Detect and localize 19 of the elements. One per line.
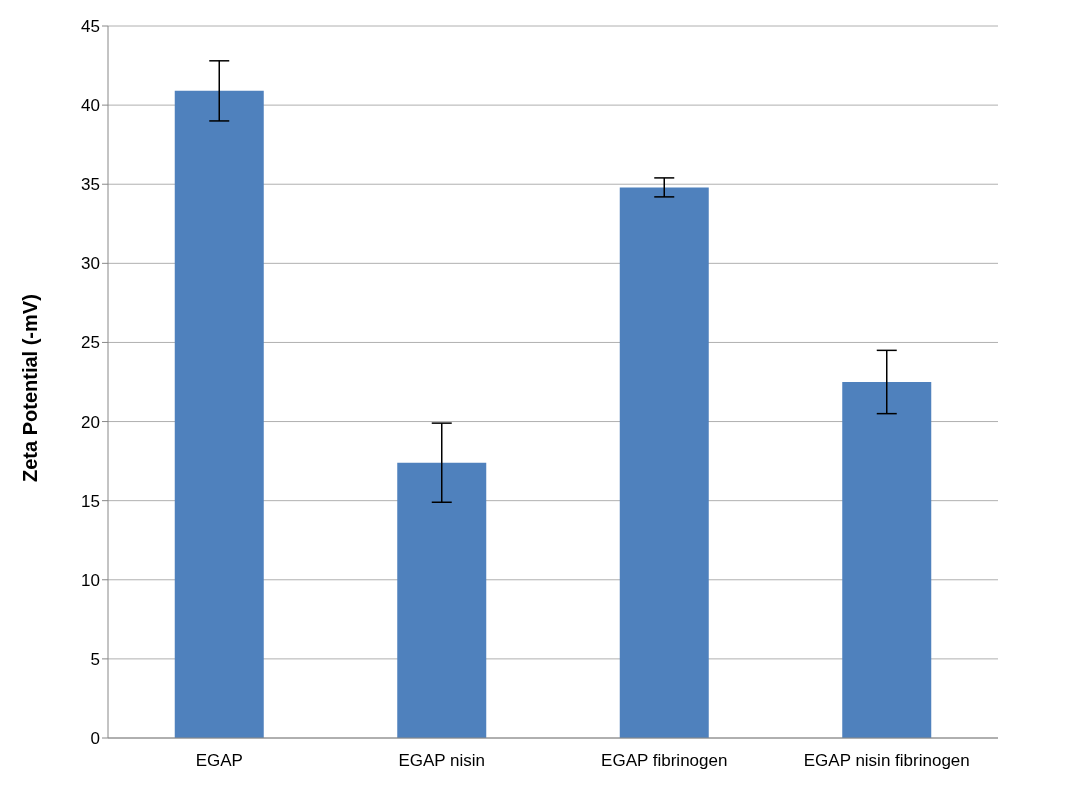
bar: [619, 187, 709, 738]
y-tick-label: 25: [81, 333, 100, 353]
y-tick-label: 30: [81, 254, 100, 274]
x-tick-label: EGAP nisin: [398, 751, 486, 771]
y-tick-label: 15: [81, 491, 100, 511]
y-tick-label: 35: [81, 175, 100, 195]
y-axis-title: Zeta Potential (-mV): [19, 294, 42, 482]
y-tick-label: 10: [81, 570, 100, 590]
y-tick-label: 0: [90, 729, 100, 749]
y-tick-label: 45: [81, 17, 100, 37]
x-tick-label: EGAP nisin fibrinogen: [803, 751, 970, 771]
bar: [174, 90, 264, 738]
y-tick-label: 40: [81, 96, 100, 116]
bar: [842, 382, 932, 738]
x-tick-label: EGAP fibrinogen: [601, 751, 728, 771]
y-tick-label: 20: [81, 412, 100, 432]
x-tick-label: EGAP: [195, 751, 243, 771]
y-tick-label: 5: [90, 649, 100, 669]
bar: [397, 462, 487, 738]
